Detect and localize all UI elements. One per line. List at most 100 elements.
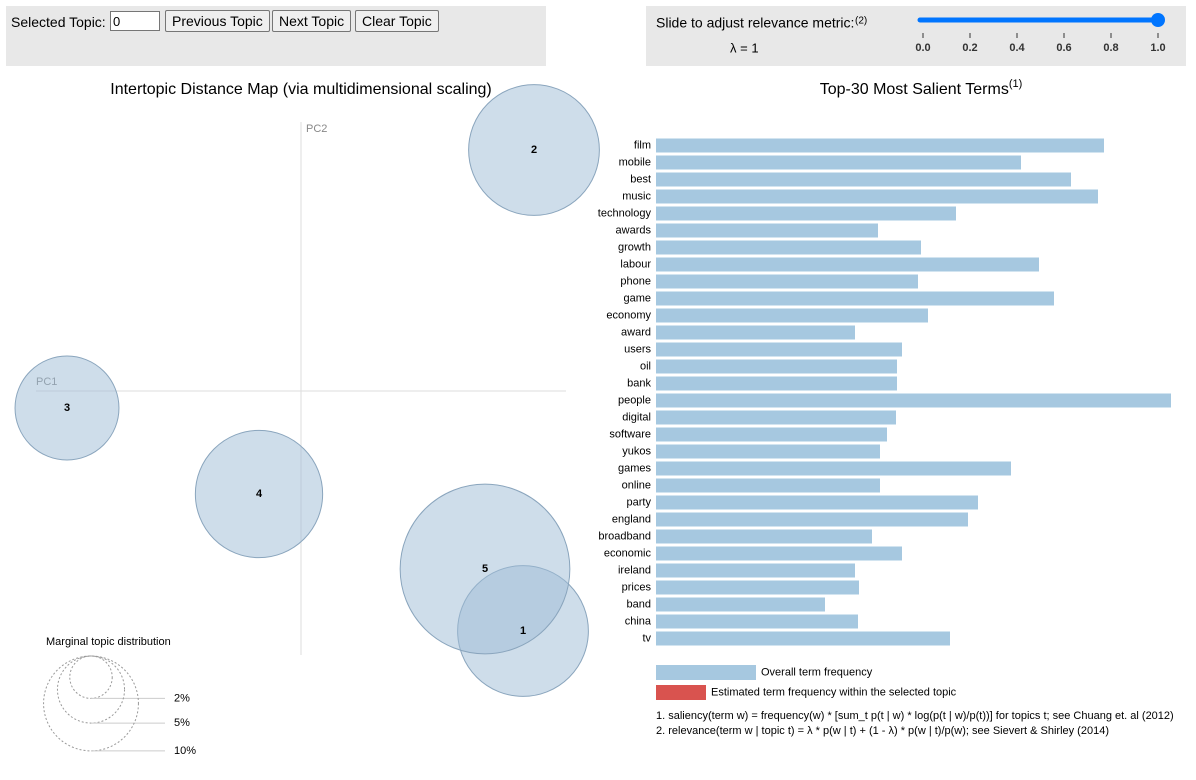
term-label: digital (622, 411, 651, 423)
slider-tick-label: 1.0 (1150, 42, 1165, 54)
size-legend-circle (56, 655, 126, 724)
topic-circle[interactable] (194, 429, 324, 559)
term-label: people (618, 394, 651, 406)
size-legend-label: 10% (174, 745, 196, 757)
term-label: ireland (618, 564, 651, 576)
bar (656, 444, 880, 459)
term-label: tv (642, 632, 651, 644)
topic-circle[interactable] (399, 483, 571, 655)
term-label: england (612, 513, 651, 525)
footnote: 2. relevance(term w | topic t) = λ * p(w… (656, 725, 1109, 737)
bar (656, 529, 872, 544)
term-label: economic (604, 547, 652, 559)
topic-label: 1 (520, 625, 526, 637)
topic-controls: Selected Topic: Previous Topic Next Topi… (6, 6, 546, 66)
bar (656, 257, 1039, 272)
term-label: yukos (622, 445, 651, 457)
lambda-text: λ = 1 (730, 40, 759, 55)
term-label: film (634, 139, 651, 151)
bar (656, 240, 921, 255)
term-label: mobile (619, 156, 651, 168)
term-label: phone (620, 275, 651, 287)
slider-note: (2) (855, 16, 867, 27)
slider-panel (646, 6, 1186, 66)
term-label: online (622, 479, 651, 491)
bar (656, 427, 887, 442)
bar (656, 393, 1171, 408)
bar (656, 155, 1021, 170)
bar (656, 308, 928, 323)
term-label: music (622, 190, 651, 202)
bar (656, 376, 897, 391)
chart-title: Intertopic Distance Map (via multidimens… (110, 81, 492, 98)
bar (656, 223, 878, 238)
slider-label: Slide to adjust relevance metric: (656, 15, 854, 31)
selected-topic-label: Selected Topic: (11, 14, 106, 30)
topic-label: 3 (64, 402, 70, 414)
bar (656, 597, 825, 612)
title-note: (1) (1009, 78, 1022, 90)
topic-label: 5 (482, 563, 488, 575)
term-label: china (625, 615, 652, 627)
bar (656, 495, 978, 510)
size-legend-label: 2% (174, 692, 190, 704)
bar (656, 325, 855, 340)
topic-circle[interactable] (468, 84, 600, 216)
size-legend-label: 5% (174, 717, 190, 729)
term-label: oil (640, 360, 651, 372)
bar (656, 631, 950, 646)
term-label: growth (618, 241, 651, 253)
slider-knob[interactable] (1151, 13, 1165, 27)
slider-tick-label: 0.0 (915, 42, 930, 54)
bar (656, 342, 902, 357)
slider-tick-label: 0.8 (1103, 42, 1118, 54)
next-button[interactable]: Next Topic (272, 10, 352, 32)
legend-label: Overall term frequency (761, 666, 873, 678)
legend-swatch (656, 665, 756, 680)
bar (656, 410, 896, 425)
bar (656, 274, 918, 289)
bar (656, 512, 968, 527)
bar (656, 478, 880, 493)
bar (656, 614, 858, 629)
term-label: games (618, 462, 652, 474)
topic-label: 2 (531, 144, 537, 156)
term-label: economy (606, 309, 651, 321)
slider-tick-label: 0.4 (1009, 42, 1025, 54)
bar (656, 546, 902, 561)
legend-swatch (656, 685, 706, 700)
bar (656, 138, 1104, 153)
term-label: game (623, 292, 651, 304)
term-label: band (627, 598, 651, 610)
chart-title: Top-30 Most Salient Terms(1) (820, 78, 1023, 98)
term-label: users (624, 343, 651, 355)
term-label: best (630, 173, 651, 185)
topic-input[interactable] (110, 11, 160, 31)
term-label: labour (620, 258, 651, 270)
bar (656, 206, 956, 221)
slider-tick-label: 0.6 (1056, 42, 1071, 54)
size-legend-circle (69, 655, 113, 699)
bar (656, 563, 855, 578)
term-label: broadband (598, 530, 651, 542)
topic-circle[interactable] (14, 355, 120, 461)
term-label: awards (616, 224, 652, 236)
bar (656, 291, 1054, 306)
term-label: software (609, 428, 651, 440)
y-axis-label: PC2 (306, 123, 327, 135)
topic-label: 4 (256, 488, 263, 500)
bar (656, 580, 859, 595)
footnote: 1. saliency(term w) = frequency(w) * [su… (656, 710, 1174, 722)
bar (656, 359, 897, 374)
clear-button[interactable]: Clear Topic (355, 10, 439, 32)
previous-button[interactable]: Previous Topic (165, 10, 270, 32)
slider-tick-label: 0.2 (962, 42, 977, 54)
legend-label: Estimated term frequency within the sele… (711, 686, 957, 698)
size-legend-circle (43, 655, 139, 752)
term-label: prices (622, 581, 652, 593)
term-label: bank (627, 377, 651, 389)
bar (656, 189, 1098, 204)
title-text: Top-30 Most Salient Terms (820, 81, 1009, 98)
